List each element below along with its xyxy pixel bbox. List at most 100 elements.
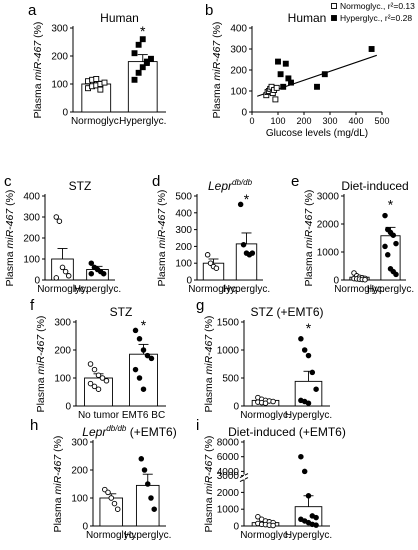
data-point [148, 495, 154, 501]
y-axis-label-prefix: Plasma [211, 81, 223, 119]
x-axis-label: Glucose levels (mg/dL) [266, 128, 368, 139]
bar [135, 484, 160, 527]
y-tick-label: 0 [233, 522, 239, 533]
data-point [298, 336, 304, 342]
bar [99, 497, 124, 527]
y-tick-label: 100 [175, 259, 192, 270]
x-tick-label: Normoglyc. [240, 530, 291, 541]
data-point [100, 270, 107, 277]
data-point [114, 506, 121, 512]
data-point [272, 96, 279, 103]
data-point [207, 260, 214, 266]
x-tick-label: Hyperglyc. [223, 284, 270, 295]
panel-letter: h [30, 417, 38, 434]
x-tick-label: 200 [296, 116, 311, 126]
data-point [105, 489, 111, 496]
y-axis-label-unit: (%) [156, 190, 168, 209]
panel-title: Human [288, 11, 327, 25]
y-tick-label: 300 [175, 225, 192, 236]
data-point [305, 400, 312, 406]
y-tick-label: 0 [241, 108, 247, 119]
x-tick-label: Hyperglyc. [285, 530, 332, 541]
bar [235, 243, 258, 281]
data-point [131, 76, 138, 83]
y-tick-label: 300 [230, 45, 247, 56]
data-point [255, 514, 261, 520]
y-tick-label: 300 [23, 213, 40, 224]
data-point [390, 232, 396, 238]
legend-label: Normoglyc., r²=0.13 [340, 1, 415, 11]
data-point [270, 398, 276, 405]
significance-star: * [244, 191, 250, 207]
y-axis-label-prefix: Plasma [52, 495, 64, 533]
panel-d: d0100200300400500Normoglyc.Hyperglyc.*Le… [152, 173, 270, 295]
y-tick-label: 200 [230, 66, 247, 77]
y-tick-label: 200 [51, 52, 68, 63]
y-axis-label-unit: (%) [303, 190, 315, 209]
y-tick-label: 200 [71, 466, 88, 477]
data-point [95, 386, 102, 392]
y-tick-label: 300 [71, 438, 88, 449]
y-tick-label: 0 [233, 402, 239, 413]
y-tick-label: 0 [34, 276, 40, 287]
axis-break-gap [243, 474, 245, 480]
y-tick-label: 400 [23, 192, 40, 203]
y-axis-label-gene: miR-467 [52, 454, 64, 495]
data-point [135, 69, 142, 76]
y-tick-label: 3000 [217, 471, 240, 482]
y-axis-label-prefix: Plasma [303, 249, 315, 287]
y-axis-label-prefix: Plasma [32, 81, 44, 119]
data-point [275, 58, 281, 65]
data-point [111, 500, 118, 507]
y-axis-label-unit: (%) [211, 22, 223, 41]
y-tick-label: 500 [175, 192, 192, 203]
data-point [240, 241, 247, 248]
y-tick-label: 1000 [217, 505, 240, 516]
y-axis-label: Plasma miR-467 (%) [52, 436, 64, 533]
data-point [141, 467, 148, 473]
panel-title: STZ [110, 305, 133, 319]
data-point [143, 58, 150, 65]
data-point [62, 268, 69, 275]
data-point [382, 212, 388, 219]
significance-star: * [141, 317, 147, 333]
x-tick-label: Hyperglyc. [367, 284, 414, 295]
data-point [59, 264, 66, 271]
data-point [136, 336, 143, 342]
data-point [91, 366, 98, 373]
data-point [288, 79, 294, 86]
data-point [270, 522, 276, 529]
y-axis-label-prefix: Plasma [35, 375, 47, 413]
data-point [385, 252, 391, 258]
y-axis-label-gene: miR-467 [211, 40, 223, 81]
y-tick-label: 200 [175, 242, 192, 253]
y-axis-label: Plasma miR-467 (%) [203, 436, 215, 533]
significance-star: * [388, 197, 394, 213]
y-axis-label-prefix: Plasma [156, 249, 168, 287]
panel-title: STZ (+EMT6) [250, 305, 323, 319]
y-axis-label-unit: (%) [52, 436, 64, 455]
y-tick-label: 400 [175, 208, 192, 219]
data-point [138, 456, 145, 462]
data-point [144, 481, 151, 487]
y-axis-label-unit: (%) [203, 316, 215, 335]
panel-letter: i [196, 417, 199, 434]
data-point [97, 86, 104, 93]
y-tick-label: 100 [71, 494, 88, 505]
panel-c: c 0 100 200 300 400 Normoglyc.Hyperglyc. STZ Pla… [4, 173, 121, 295]
data-point [313, 522, 319, 528]
x-tick-label: No tumor [78, 410, 120, 421]
data-point [132, 327, 139, 334]
data-point [88, 260, 95, 266]
panel-title: STZ [69, 179, 92, 193]
data-point [277, 71, 284, 78]
panel-b: b 0 100 200 300 400 0 100 200 300 400 500 Glucose le… [205, 1, 415, 139]
x-tick-label: 300 [322, 116, 337, 126]
y-tick-label: 4000 [217, 467, 240, 478]
x-tick-label: Normoglyc. [334, 284, 385, 295]
y-tick-label: 200 [23, 234, 40, 245]
panel-a: a 0 100 200 300 Normoglyc.Hyperglyc. *Human Pla… [28, 2, 166, 127]
y-tick-label: 300 [54, 318, 71, 329]
x-tick-label: 500 [374, 116, 389, 126]
panel-title: Human [100, 11, 139, 25]
